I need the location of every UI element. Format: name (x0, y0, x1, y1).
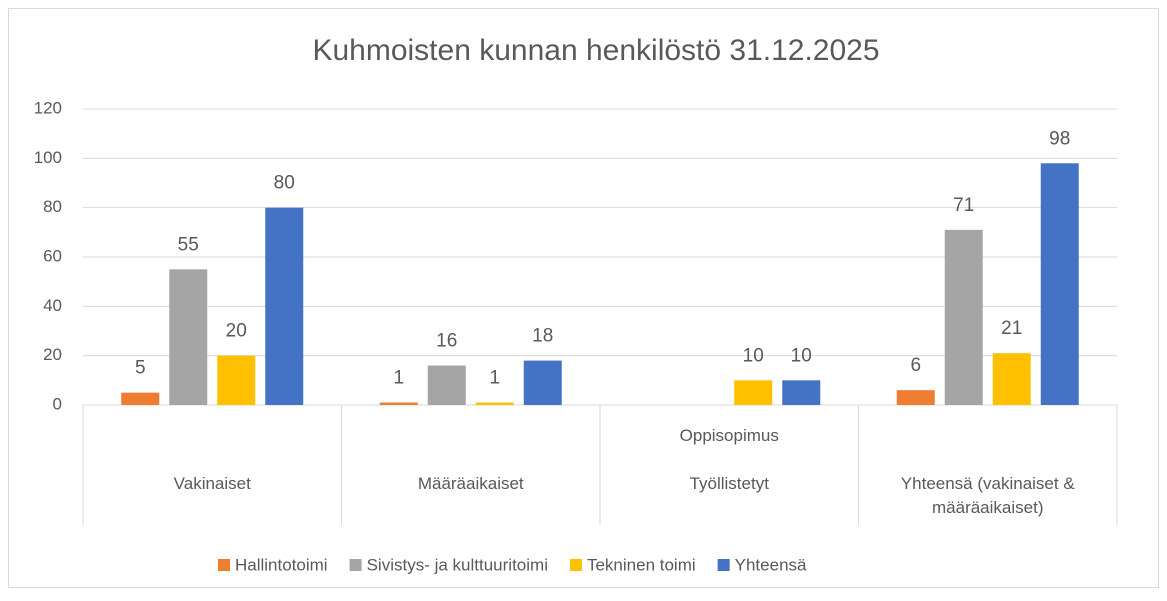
x-tick-label: Vakinaiset (174, 474, 251, 493)
data-label: 21 (1001, 318, 1022, 339)
x-tick-label: Oppisopimus Työllistetyt (680, 426, 779, 493)
bar (265, 207, 304, 405)
bar (782, 380, 821, 405)
legend-label: Hallintotoimi (235, 555, 328, 574)
bar (734, 380, 773, 405)
data-label: 1 (489, 368, 500, 389)
legend-label: Sivistys- ja kulttuuritoimi (367, 555, 548, 574)
legend-label: Tekninen toimi (587, 555, 696, 574)
bar (217, 355, 256, 405)
data-label: 6 (910, 355, 921, 376)
bar (121, 392, 160, 405)
bar (944, 229, 983, 405)
data-label: 10 (743, 345, 764, 366)
chart-title: Kuhmoisten kunnan henkilöstö 31.12.2025 (312, 34, 879, 67)
legend-swatch (569, 559, 582, 571)
bar (427, 365, 466, 405)
data-label: 16 (436, 331, 457, 352)
data-label: 80 (274, 173, 295, 194)
legend-swatch (349, 559, 362, 571)
bar (475, 402, 514, 405)
x-tick-label: Yhteensä (vakinaiset & määräaikaiset) (901, 474, 1076, 517)
bar (1040, 163, 1079, 405)
x-tick-label: Määräaikaiset (418, 474, 524, 493)
data-label: 20 (226, 321, 247, 342)
bar (992, 353, 1031, 405)
bar (379, 402, 418, 405)
y-tick-label: 100 (34, 148, 62, 167)
bar (523, 360, 562, 405)
y-tick-label: 60 (43, 246, 62, 265)
legend-swatch (218, 559, 230, 571)
y-tick-label: 120 (34, 98, 62, 117)
data-label: 55 (178, 234, 199, 255)
y-tick-label: 80 (43, 197, 62, 216)
data-label: 18 (532, 326, 553, 347)
y-tick-label: 20 (43, 345, 62, 364)
data-label: 71 (953, 195, 974, 216)
y-tick-label: 0 (53, 394, 62, 413)
legend-label: Yhteensä (735, 555, 807, 574)
data-label: 1 (393, 368, 404, 389)
data-label: 98 (1049, 128, 1070, 149)
bar (896, 390, 935, 405)
data-label: 5 (135, 358, 146, 379)
bar (169, 269, 208, 405)
legend-swatch (717, 559, 730, 571)
data-label: 10 (791, 345, 812, 366)
y-tick-label: 40 (43, 296, 62, 315)
